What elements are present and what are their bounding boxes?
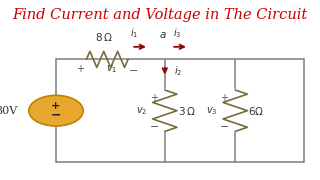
- Text: $3\,\Omega$: $3\,\Omega$: [178, 105, 195, 117]
- Text: $-$: $-$: [148, 120, 159, 130]
- Text: −: −: [51, 108, 61, 121]
- Text: +: +: [150, 93, 157, 103]
- Text: $v_3$: $v_3$: [206, 105, 218, 117]
- Text: $v_1$: $v_1$: [106, 63, 117, 75]
- Text: Find Current and Voltage in The Circuit: Find Current and Voltage in The Circuit: [12, 8, 308, 22]
- Text: $-$: $-$: [219, 120, 229, 130]
- Circle shape: [29, 95, 83, 126]
- Text: $8\,\Omega$: $8\,\Omega$: [95, 31, 113, 43]
- Text: $i_3$: $i_3$: [173, 27, 182, 40]
- Text: $6\Omega$: $6\Omega$: [248, 105, 264, 117]
- Text: $i_1$: $i_1$: [130, 27, 139, 40]
- Text: $i_2$: $i_2$: [174, 64, 183, 78]
- Text: +: +: [76, 64, 84, 74]
- Text: $a$: $a$: [159, 30, 167, 40]
- Text: $v_2$: $v_2$: [136, 105, 147, 117]
- Text: +: +: [220, 93, 228, 103]
- Text: +: +: [52, 101, 60, 111]
- Text: 30V: 30V: [0, 106, 18, 116]
- Text: $-$: $-$: [128, 64, 138, 74]
